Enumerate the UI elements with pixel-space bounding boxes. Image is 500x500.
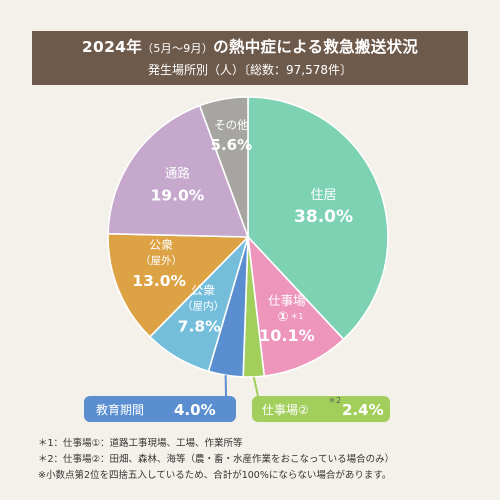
slice-label-5b: （屋外） (140, 255, 182, 267)
chart-title-box: 2024年（5月〜9月）の熱中症による救急搬送状況 発生場所別（人）〔総数：97… (32, 31, 468, 85)
pie-slice-6 (107, 104, 250, 238)
slice-label-2: 仕事場② (262, 403, 309, 417)
slice-note-1: ＊1 (290, 312, 303, 321)
slice-value-5: 13.0% (132, 272, 186, 290)
slice-label-1: 仕事場 (268, 293, 306, 308)
slice-label-3: 教育期間 (96, 402, 144, 417)
slice-note-2: ＊2 (328, 396, 341, 405)
slice-value-3: 4.0% (174, 401, 216, 419)
pie-slice-5 (107, 232, 250, 338)
pie-slice-7 (198, 96, 249, 238)
title-period: （5月〜9月） (142, 42, 214, 55)
slice-value-6: 19.0% (151, 186, 205, 204)
slice-label-4b: （屋内） (182, 300, 224, 313)
slice-value-7: 5.6% (211, 136, 253, 154)
slice-label-4: 公衆 (191, 284, 215, 298)
slice-label-6: 通路 (165, 165, 191, 180)
title-rest: の熱中症による救急搬送状況 (213, 38, 419, 56)
callout-box-3 (84, 396, 236, 422)
slice-value-4: 7.8% (178, 318, 221, 336)
slice-value-2: 2.4% (342, 401, 384, 419)
pie-labels: 住居 38.0% 仕事場 ① ＊1 10.1% 仕事場② ＊22.4% 教育期間 4.0% 公衆 （屋… (84, 118, 390, 422)
pie-slice-0 (247, 96, 389, 341)
chart-subtitle: 発生場所別（人）〔総数：97,578件〕 (148, 63, 352, 77)
slice-value-1: 10.1% (259, 326, 315, 345)
slice-label-1-num: ① (277, 310, 288, 325)
chart-title: 2024年（5月〜9月）の熱中症による救急搬送状況 (32, 38, 468, 58)
slice-label-5: 公衆 (149, 238, 173, 252)
pie-slice-1 (246, 234, 345, 377)
footnote-2: ＊2：仕事場②：田畑、森林、海等（農・畜・水産作業をおこなっている場合のみ） (38, 454, 395, 465)
slice-label-7: その他 (214, 118, 249, 132)
slice-value-0: 38.0% (294, 207, 353, 227)
slice-label-0: 住居 (311, 188, 337, 203)
callout-leader-2 (252, 376, 259, 397)
title-year: 2024年 (81, 38, 143, 56)
footnote-3: ※小数点第2位を四捨五入しているため、合計が100%にならない場合があります。 (38, 470, 392, 481)
footnote-1: ＊1：仕事場①：道路工事現場、工場、作業所等 (38, 438, 243, 449)
callout-box-2 (252, 396, 390, 422)
pie-slices (107, 96, 389, 378)
